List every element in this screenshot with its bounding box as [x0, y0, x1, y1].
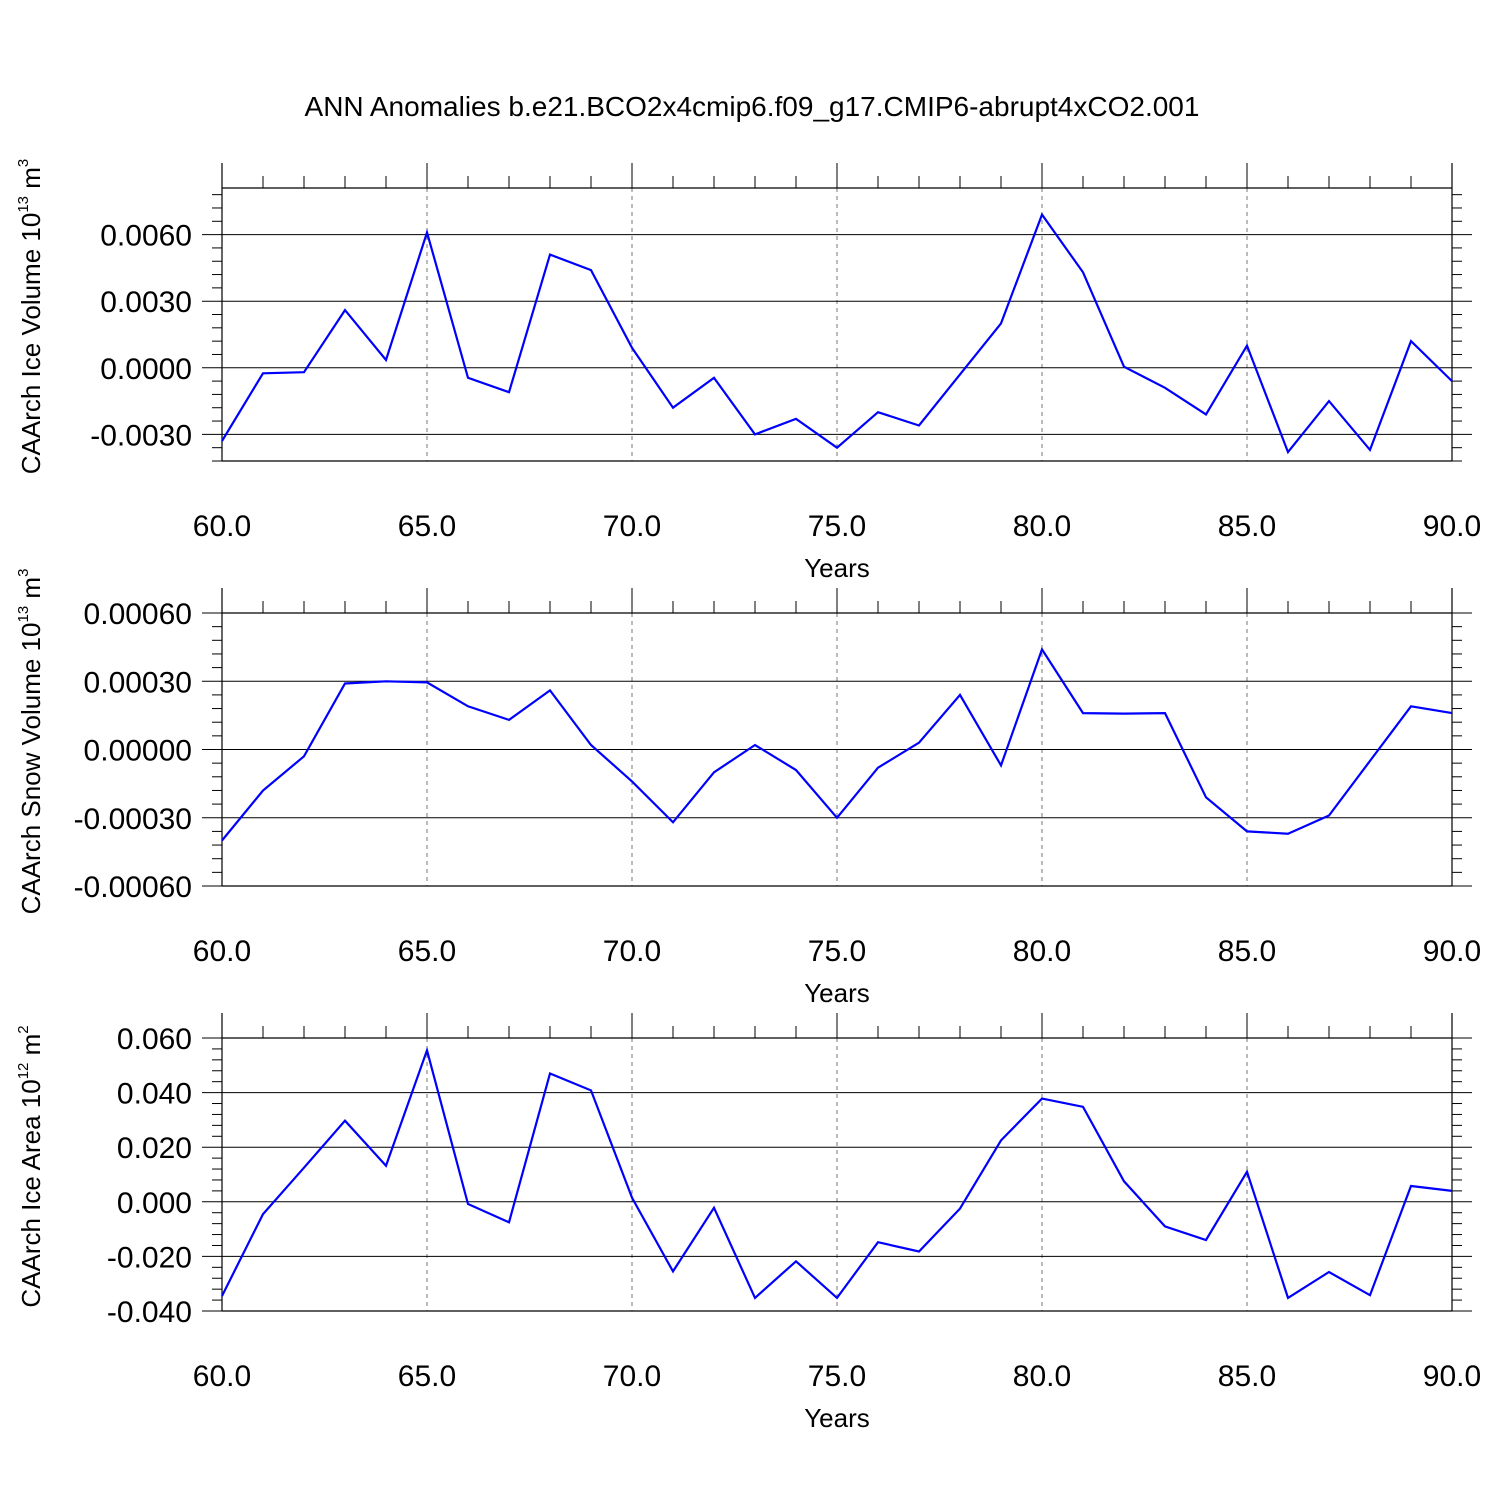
y-tick-label: -0.040	[107, 1296, 192, 1329]
y-axis-label-unit-exponent: 2	[15, 1025, 32, 1033]
y-tick-label: 0.040	[117, 1078, 192, 1111]
y-axis-label-unit: m	[16, 1034, 46, 1063]
y-axis-label: CAArch Snow Volume 1013 m3	[15, 569, 46, 915]
x-axis-label: Years	[804, 553, 870, 583]
chart-panel-1: -0.0030 0.0000 0.0030 0.0060 60.0 65.0 70.0 75.…	[15, 159, 1481, 583]
x-tick-label: 70.0	[603, 935, 661, 968]
y-axis-label-exponent: 12	[15, 1063, 32, 1080]
x-tick-label: 65.0	[398, 935, 456, 968]
x-tick-label: 80.0	[1013, 935, 1071, 968]
y-axis-label: CAArch Ice Area 1012 m2	[15, 1025, 46, 1307]
y-tick-label: 0.00030	[84, 666, 192, 699]
series-line	[221, 1046, 1453, 1300]
x-tick-label: 60.0	[193, 510, 251, 543]
series-line	[221, 212, 1453, 455]
x-tick-label: 75.0	[808, 1360, 866, 1393]
x-tick-label: 70.0	[603, 510, 661, 543]
y-axis-label-text: CAArch Ice Volume 10	[16, 213, 46, 475]
x-tick-label: 65.0	[398, 1360, 456, 1393]
x-tick-label: 80.0	[1013, 1360, 1071, 1393]
y-tick-label: -0.0030	[90, 419, 192, 452]
y-axis-label-unit-exponent: 3	[15, 159, 32, 167]
series-line	[221, 646, 1453, 842]
y-axis-label-unit: m	[16, 167, 46, 196]
y-tick-label: 0.0030	[100, 286, 192, 319]
y-axis-label-exponent: 13	[15, 606, 32, 623]
y-axis-label-unit: m	[16, 577, 46, 606]
y-tick-label: 0.060	[117, 1023, 192, 1056]
x-tick-label: 90.0	[1423, 1360, 1481, 1393]
x-tick-label: 80.0	[1013, 510, 1071, 543]
figure-title: ANN Anomalies b.e21.BCO2x4cmip6.f09_g17.…	[305, 91, 1200, 122]
y-tick-label: 0.00060	[84, 598, 192, 631]
x-tick-label: 90.0	[1423, 510, 1481, 543]
x-axis-label: Years	[804, 1403, 870, 1433]
y-axis-label-text: CAArch Snow Volume 10	[16, 622, 46, 914]
x-tick-label: 70.0	[603, 1360, 661, 1393]
y-axis-label-exponent: 13	[15, 196, 32, 213]
chart-panel-2: -0.00060 -0.00030 0.00000 0.00030 0.00060 60.…	[15, 569, 1481, 1008]
x-tick-label: 75.0	[808, 510, 866, 543]
y-axis-label-text: CAArch Ice Area 10	[16, 1079, 46, 1307]
y-tick-label: 0.00000	[84, 735, 192, 768]
y-tick-label: 0.000	[117, 1187, 192, 1220]
x-tick-label: 85.0	[1218, 510, 1276, 543]
y-axis-label-unit-exponent: 3	[15, 569, 32, 577]
x-tick-label: 90.0	[1423, 935, 1481, 968]
x-tick-label: 85.0	[1218, 1360, 1276, 1393]
y-tick-label: -0.00030	[74, 803, 192, 836]
y-axis-label: CAArch Ice Volume 1013 m3	[15, 159, 46, 475]
x-tick-label: 85.0	[1218, 935, 1276, 968]
panels: -0.0030 0.0000 0.0030 0.0060 60.0 65.0 70.0 75.…	[15, 159, 1481, 1433]
y-tick-label: 0.0000	[100, 353, 192, 386]
y-tick-label: -0.00060	[74, 871, 192, 904]
chart-panel-3: -0.040 -0.020 0.000 0.020 0.040 0.060 60.0 65.0…	[15, 1013, 1481, 1433]
x-tick-label: 65.0	[398, 510, 456, 543]
y-tick-label: -0.020	[107, 1241, 192, 1274]
y-tick-label: 0.020	[117, 1132, 192, 1165]
x-axis-label: Years	[804, 978, 870, 1008]
x-tick-label: 60.0	[193, 935, 251, 968]
x-tick-label: 75.0	[808, 935, 866, 968]
y-tick-label: 0.0060	[100, 220, 192, 253]
x-tick-label: 60.0	[193, 1360, 251, 1393]
